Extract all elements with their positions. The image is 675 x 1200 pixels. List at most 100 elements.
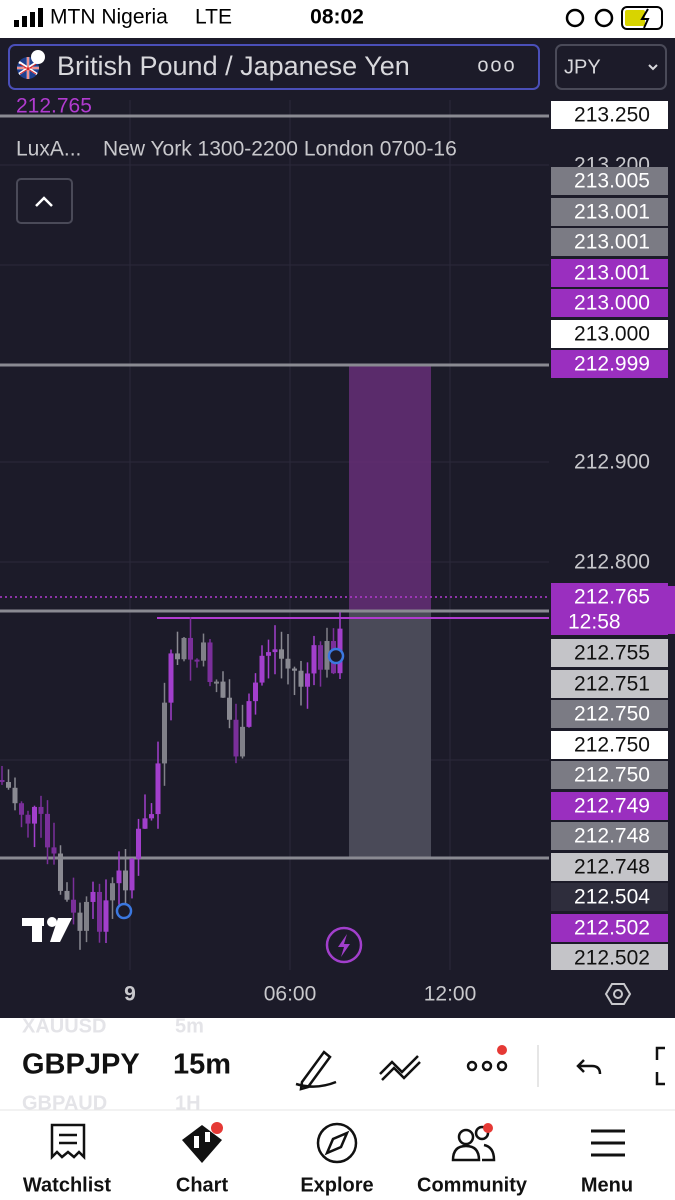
price-label-box [551, 198, 668, 226]
tab-label[interactable]: Community [417, 1174, 528, 1196]
time-label: 9 [124, 983, 136, 1006]
draw-tool[interactable] [295, 1050, 337, 1091]
price-label: 212.751 [574, 673, 650, 696]
price-label: 213.000 [574, 323, 650, 346]
explore-icon [316, 1122, 358, 1164]
collapse-button[interactable] [16, 178, 73, 224]
price-label: 212.765 [574, 586, 650, 609]
candle-body [285, 658, 291, 669]
symbol-name: British Pound / Japanese Yen [57, 51, 410, 81]
candle-body [142, 818, 148, 829]
candle-body [240, 726, 245, 757]
price-label-box [551, 583, 668, 635]
price-label: 213.001 [574, 231, 650, 254]
candle-body [12, 787, 18, 804]
candle-body [19, 803, 24, 815]
indicator-sessions: New York 1300-2200 London 0700-16 [103, 138, 457, 161]
price-label: 212.502 [574, 917, 650, 940]
symbol-field[interactable] [8, 44, 540, 90]
stop-zone [349, 611, 431, 858]
settings-icon[interactable] [604, 983, 632, 1005]
candle-body [64, 890, 70, 900]
price-label-box [551, 289, 668, 317]
network: LTE [195, 6, 232, 29]
price-label-box [551, 853, 668, 881]
undo[interactable] [576, 1059, 602, 1075]
price-label: 212.999 [574, 353, 650, 376]
price-label-box [551, 101, 668, 129]
candle-body [298, 670, 304, 687]
chart-badge [211, 1122, 223, 1134]
last-price: 212.765 [16, 95, 92, 118]
candle-body [136, 828, 141, 859]
menu-icon [591, 1129, 625, 1157]
target-zone [349, 365, 431, 611]
price-label: 213.001 [574, 262, 650, 285]
candle-body [38, 806, 44, 814]
time-axis [0, 970, 675, 1018]
candle-body [129, 858, 135, 891]
candle-body [123, 870, 128, 891]
tab-labels: Watchlist Chart Explore Community Menu [23, 1174, 633, 1196]
price-label-box [551, 320, 668, 348]
symbol[interactable]: GBPJPY [22, 1049, 140, 1081]
signal-icon [14, 8, 43, 27]
price-label-box [551, 670, 668, 698]
clock: 08:02 [310, 6, 364, 29]
tab-label[interactable]: Chart [176, 1174, 229, 1196]
community-icon [451, 1125, 496, 1162]
price-label: 213.005 [574, 170, 650, 193]
price-label: 212.750 [574, 764, 650, 787]
price-label: 212.748 [574, 856, 650, 879]
next-interval: 1H [175, 1092, 201, 1114]
candle-body [272, 649, 278, 653]
next-symbol: GBPAUD [22, 1092, 107, 1114]
countdown: 12:58 [568, 611, 621, 634]
currency: JPY [564, 56, 601, 78]
price-label: 213.000 [574, 292, 650, 315]
price-label-box [551, 731, 668, 759]
chevron [648, 64, 658, 71]
price-label-box [551, 700, 668, 728]
tv-logo [22, 917, 72, 942]
currency-select[interactable] [555, 44, 667, 90]
tab-label[interactable]: Watchlist [23, 1174, 111, 1196]
tab-label[interactable]: Menu [581, 1174, 633, 1196]
candle-body [305, 673, 310, 687]
candle-body [175, 653, 180, 660]
price-label-box [551, 761, 668, 789]
candle-body [292, 668, 297, 671]
explore-needle [324, 1130, 350, 1156]
trend-tool[interactable] [379, 1055, 421, 1081]
price-label: 212.502 [574, 947, 650, 970]
watchlist-icon [50, 1123, 86, 1161]
more-button[interactable]: ooo [477, 54, 516, 76]
candle-body [318, 645, 323, 670]
price-label: 212.750 [574, 703, 650, 726]
price-label: 212.900 [574, 451, 650, 474]
time-labels: 9 06:00 12:00 [124, 983, 476, 1006]
candle-body [84, 901, 89, 931]
tab-label[interactable]: Explore [300, 1174, 373, 1196]
interval[interactable]: 15m [173, 1049, 231, 1081]
time-label: 06:00 [264, 983, 317, 1006]
price-label: 212.504 [574, 886, 650, 909]
candle-body [90, 891, 96, 902]
candle-body [324, 641, 330, 670]
price-label-box [551, 350, 668, 378]
price-label-box [551, 228, 668, 256]
candle-body [51, 847, 57, 854]
price-label-box [551, 259, 668, 287]
price-label-box [551, 883, 668, 911]
fullscreen[interactable] [655, 1046, 665, 1086]
status-icons [565, 6, 663, 30]
candle-body [6, 782, 11, 788]
price-label: 212.800 [574, 551, 650, 574]
more-tools[interactable] [466, 1045, 508, 1072]
lightning-button[interactable] [325, 926, 363, 964]
candle-body [220, 681, 226, 698]
chart-icon-candle [194, 1136, 199, 1148]
price-scale: 213.200213.250213.005213.001213.001213.0… [551, 101, 668, 972]
